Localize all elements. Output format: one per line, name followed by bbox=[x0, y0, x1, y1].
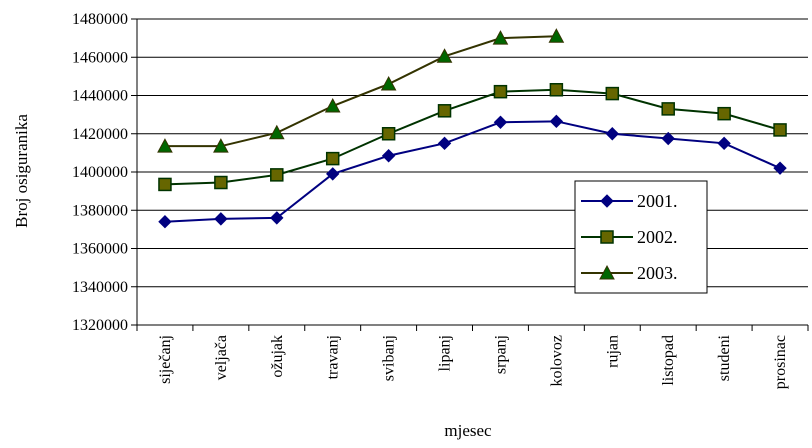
legend-item: 2003. bbox=[581, 263, 678, 283]
legend-marker bbox=[600, 230, 614, 244]
data-point bbox=[661, 131, 675, 146]
y-tick-label: 1420000 bbox=[72, 126, 128, 143]
y-tick-label: 1440000 bbox=[72, 88, 128, 105]
x-tick-label: kolovoz bbox=[548, 335, 565, 387]
x-tick-label: travanj bbox=[325, 335, 342, 379]
y-axis-title: Broj osiguranika bbox=[12, 114, 31, 228]
y-axis-tick-labels: 1320000 1340000 1360000 1380000 1400000 14200… bbox=[72, 11, 128, 334]
x-tick-label: rujan bbox=[604, 335, 621, 368]
x-axis-tick-labels: siječanj veljača ožujak travanj svibanj lipan… bbox=[157, 334, 789, 389]
x-tick-label: lipanj bbox=[437, 335, 454, 371]
data-point bbox=[437, 136, 452, 151]
y-tick-label: 1400000 bbox=[72, 164, 128, 181]
series-3 bbox=[157, 28, 565, 153]
x-axis-title: mjesec bbox=[444, 421, 492, 440]
series-line bbox=[164, 120, 781, 223]
x-tick-label: listopad bbox=[660, 335, 677, 386]
data-point bbox=[270, 168, 284, 182]
x-tick-label: studeni bbox=[716, 334, 733, 381]
series-2 bbox=[158, 83, 787, 192]
data-point bbox=[326, 167, 340, 181]
data-point bbox=[492, 30, 509, 45]
data-point bbox=[773, 161, 787, 175]
data-point bbox=[605, 86, 620, 101]
x-tick-label: svibanj bbox=[381, 335, 398, 381]
series-1 bbox=[158, 114, 787, 229]
data-point bbox=[213, 138, 229, 153]
legend-marker bbox=[600, 194, 614, 208]
legend-item: 2001. bbox=[581, 191, 678, 211]
data-point bbox=[381, 127, 396, 141]
data-point bbox=[437, 104, 452, 118]
y-tick-label: 1340000 bbox=[72, 279, 128, 296]
y-tick-label: 1380000 bbox=[72, 202, 128, 219]
data-point bbox=[493, 115, 508, 129]
x-tick-label: srpanj bbox=[492, 335, 509, 374]
data-point bbox=[380, 75, 397, 91]
data-point bbox=[493, 84, 508, 99]
data-point bbox=[548, 28, 565, 43]
x-tick-label: veljača bbox=[213, 335, 230, 380]
data-point bbox=[717, 136, 731, 151]
x-tick-label: ožujak bbox=[269, 335, 286, 378]
data-point bbox=[325, 151, 340, 166]
data-point bbox=[717, 106, 731, 121]
y-tick-label: 1320000 bbox=[72, 317, 128, 334]
x-tick-label: siječanj bbox=[157, 335, 174, 384]
x-tick-label: prosinac bbox=[772, 335, 789, 389]
data-point bbox=[214, 212, 228, 226]
series-line bbox=[164, 88, 781, 186]
series-line bbox=[164, 35, 557, 148]
data-point bbox=[549, 114, 564, 129]
legend: 2001. 2002. 2003. bbox=[574, 180, 708, 294]
y-tick-label: 1460000 bbox=[72, 49, 128, 66]
plot-area bbox=[136, 19, 809, 331]
data-point bbox=[661, 102, 675, 116]
legend-marker bbox=[599, 264, 615, 280]
series-layer bbox=[157, 28, 787, 229]
data-point bbox=[381, 149, 396, 163]
legend-label: 2003. bbox=[637, 263, 678, 283]
data-point bbox=[270, 211, 284, 225]
legend-label: 2002. bbox=[637, 227, 678, 247]
data-point bbox=[158, 177, 172, 192]
data-point bbox=[157, 138, 173, 153]
data-point bbox=[324, 97, 341, 113]
data-point bbox=[268, 124, 285, 140]
data-point bbox=[158, 215, 172, 229]
data-point bbox=[214, 175, 228, 190]
legend-item: 2002. bbox=[581, 227, 678, 247]
grid-lines bbox=[131, 18, 808, 326]
y-tick-label: 1480000 bbox=[72, 11, 128, 28]
data-point bbox=[605, 127, 619, 141]
y-tick-label: 1360000 bbox=[72, 241, 128, 258]
legend-label: 2001. bbox=[637, 191, 678, 211]
data-point bbox=[773, 123, 787, 137]
data-point bbox=[436, 48, 453, 63]
data-point bbox=[549, 83, 564, 97]
